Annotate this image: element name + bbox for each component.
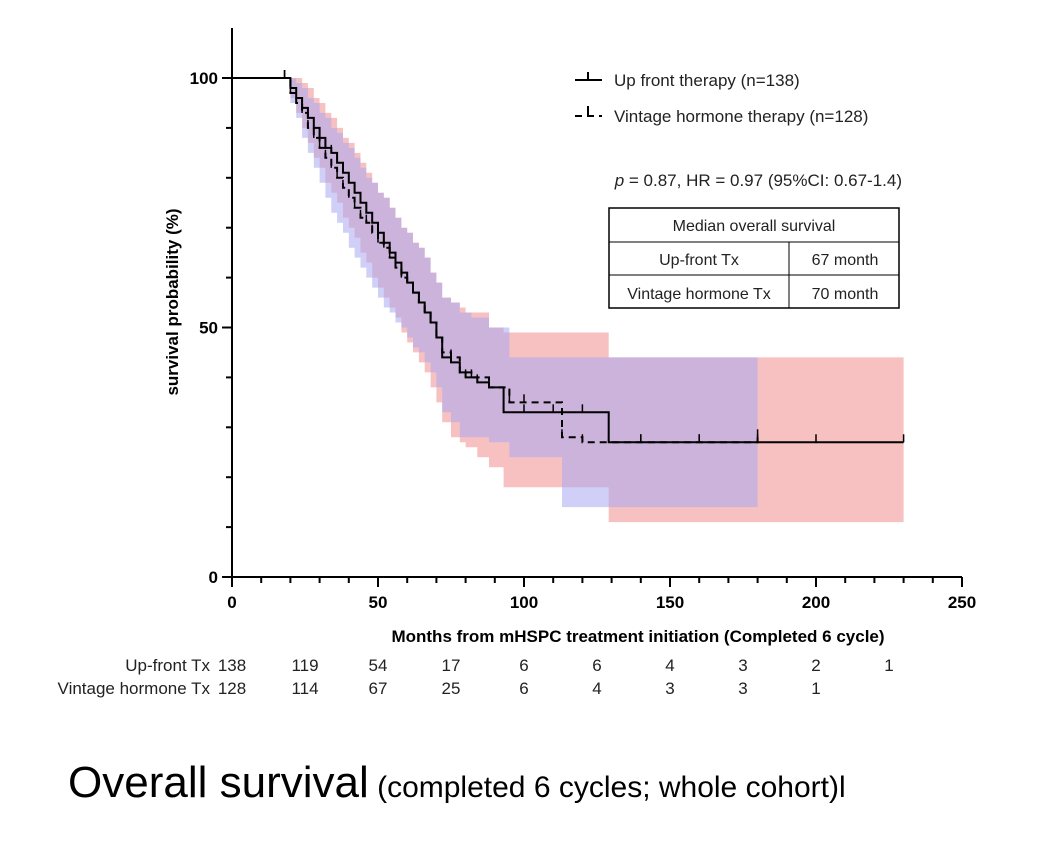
caption-sub: (completed 6 cycles; whole cohort)l (368, 771, 846, 804)
median-table-row-value: 67 month (812, 252, 879, 269)
median-table: Median overall survival Up-front Tx 67 m… (608, 207, 900, 309)
risk-table: Up-front Tx Vintage hormone Tx 138 119 54 1… (58, 656, 894, 698)
risk-row-label-vintage: Vintage hormone Tx (58, 679, 211, 698)
risk-count: 67 (369, 679, 388, 698)
x-ticks: 0 50 100 150 200 250 (227, 577, 976, 612)
y-ticks: 0 50 100 (190, 69, 232, 587)
x-tick-label: 150 (656, 593, 684, 612)
risk-count: 119 (291, 656, 318, 675)
risk-row-label-upfront: Up-front Tx (125, 656, 210, 675)
stats-annotation: p = 0.87, HR = 0.97 (95%CI: 0.67-1.4) (614, 171, 902, 190)
risk-count: 114 (291, 679, 318, 698)
x-tick-label: 50 (369, 593, 388, 612)
survival-curves (232, 70, 905, 444)
x-tick-label: 0 (227, 593, 236, 612)
x-tick-label: 250 (948, 593, 976, 612)
risk-count: 54 (369, 656, 388, 675)
risk-count: 25 (442, 679, 461, 698)
median-table-row-label: Up-front Tx (659, 252, 739, 269)
median-table-row-value: 70 month (812, 286, 879, 303)
risk-count: 2 (811, 656, 820, 675)
risk-count: 4 (665, 656, 674, 675)
y-tick-label: 0 (209, 568, 218, 587)
legend-label-vintage: Vintage hormone therapy (n=128) (614, 107, 868, 126)
median-table-header: Median overall survival (673, 218, 836, 235)
risk-count: 6 (592, 656, 601, 675)
risk-count: 6 (519, 656, 528, 675)
risk-count: 1 (884, 656, 893, 675)
legend: Up front therapy (n=138) Vintage hormone… (575, 71, 868, 126)
y-axis-label: survival probability (%) (163, 208, 182, 395)
y-tick-label: 50 (199, 319, 218, 338)
median-table-border (608, 207, 900, 309)
caption-main: Overall survival (68, 758, 369, 807)
risk-count: 3 (665, 679, 674, 698)
x-axis-label: Months from mHSPC treatment initiation (… (391, 627, 884, 646)
x-tick-label: 100 (510, 593, 538, 612)
risk-count: 138 (218, 656, 246, 675)
risk-count: 6 (519, 679, 528, 698)
ci-band-vintage (232, 78, 758, 508)
p-symbol: p (614, 171, 624, 190)
confidence-bands (232, 78, 904, 523)
risk-count: 3 (738, 656, 747, 675)
risk-count: 17 (442, 656, 461, 675)
risk-count: 128 (218, 679, 246, 698)
median-table-row-label: Vintage hormone Tx (627, 286, 771, 303)
stats-text: = 0.87, HR = 0.97 (95%CI: 0.67-1.4) (624, 171, 902, 190)
y-tick-label: 100 (190, 69, 218, 88)
risk-count: 4 (592, 679, 601, 698)
figure-caption: Overall survival (completed 6 cycles; wh… (68, 758, 846, 808)
legend-label-upfront: Up front therapy (n=138) (614, 71, 800, 90)
risk-count: 1 (811, 679, 820, 698)
km-chart: 0 50 100 0 50 100 150 200 250 Months from mHSPC… (58, 28, 976, 698)
risk-count: 3 (738, 679, 747, 698)
x-tick-label: 200 (802, 593, 830, 612)
